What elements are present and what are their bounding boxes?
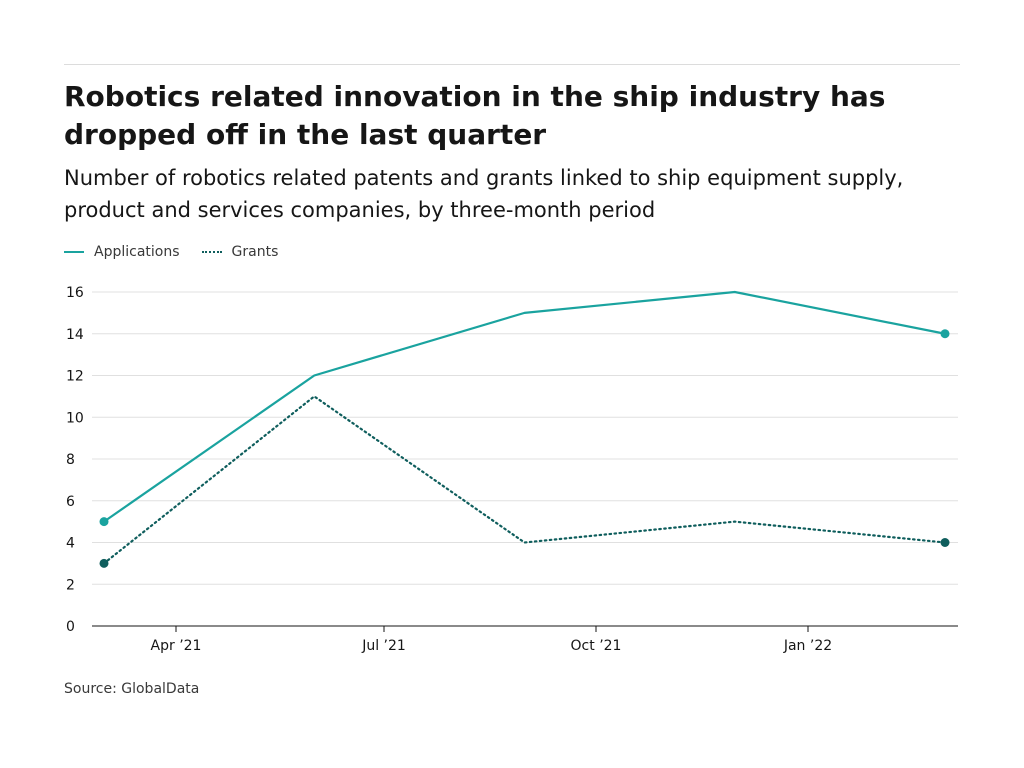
- y-tick-label: 2: [66, 577, 75, 593]
- legend-swatch-grants: [201, 251, 222, 253]
- series-line-applications: [102, 290, 947, 523]
- legend-item-applications: Applications: [64, 244, 180, 260]
- x-tick-label: Oct ’21: [571, 638, 622, 654]
- y-tick-label: 8: [66, 452, 75, 468]
- grid: [92, 291, 958, 627]
- y-tick-label: 16: [66, 285, 84, 301]
- legend-label-grants: Grants: [231, 244, 279, 260]
- legend-item-grants: Grants: [201, 244, 279, 260]
- x-tick-label: Jul ’21: [361, 638, 406, 654]
- legend: Applications Grants: [64, 240, 300, 264]
- series-point-grants: [940, 538, 950, 547]
- series-layer: [99, 290, 950, 568]
- y-tick-label: 12: [66, 369, 84, 385]
- x-tick-label: Apr ’21: [151, 638, 202, 654]
- y-tick-label: 0: [66, 619, 75, 635]
- chart-subtitle: Number of robotics related patents and g…: [64, 166, 904, 222]
- source-note: Source: GlobalData: [64, 681, 200, 697]
- legend-label-applications: Applications: [94, 244, 180, 260]
- line-chart: 0 2 4 6 8 10 12 14 16 Apr ’21 Jul ’21 Oct ’21 Jan ’…: [66, 285, 958, 654]
- y-tick-label: 6: [66, 494, 75, 510]
- y-tick-label: 14: [66, 327, 84, 343]
- series-point-applications: [940, 329, 950, 339]
- legend-swatch-applications: [64, 251, 84, 253]
- series-point-grants: [99, 558, 109, 568]
- y-axis: 0 2 4 6 8 10 12 14 16: [66, 285, 84, 635]
- chart-title: Robotics related innovation in the ship …: [64, 80, 886, 151]
- top-rule: [64, 64, 960, 65]
- series-line-grants: [102, 395, 947, 565]
- x-tick-label: Jan ’22: [783, 638, 832, 654]
- series-point-applications: [99, 517, 109, 527]
- x-axis: Apr ’21 Jul ’21 Oct ’21 Jan ’22: [151, 626, 832, 654]
- y-tick-label: 10: [66, 410, 84, 426]
- y-tick-label: 4: [66, 536, 75, 552]
